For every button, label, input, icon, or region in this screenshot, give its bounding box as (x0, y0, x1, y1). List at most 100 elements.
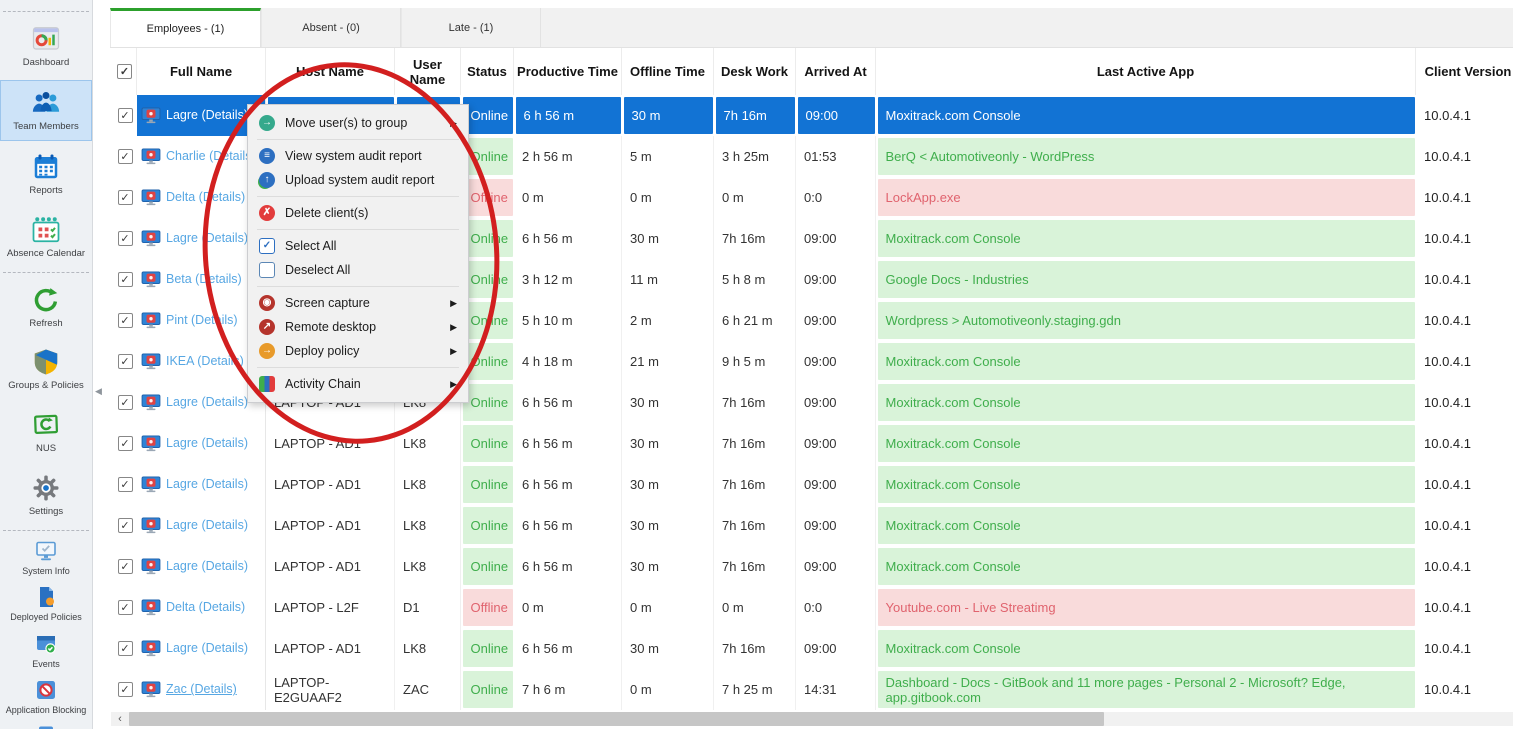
sidebar-item-absence-calendar[interactable]: Absence Calendar (0, 208, 92, 267)
employee-details-link[interactable]: Lagre (Details) (166, 518, 248, 532)
employee-details-link[interactable]: Delta (Details) (166, 190, 245, 204)
employee-details-link[interactable]: Lagre (Details) (166, 477, 248, 491)
column-header[interactable]: Full Name (137, 48, 266, 95)
column-header[interactable]: User Name (395, 48, 461, 95)
employee-details-link[interactable]: Beta (Details) (166, 272, 242, 286)
cell-desk-work: 7h 16m (714, 628, 796, 669)
row-checkbox[interactable]: ✓ (118, 190, 133, 205)
sidebar-item-system-info[interactable]: System Info (0, 536, 92, 580)
cell-client-version: 10.0.4.1 (1416, 300, 1520, 341)
table-row[interactable]: ✓Delta (Details)LAPTOP - L2FD1Offline0 m… (113, 587, 1520, 628)
cell-productive-time: 6 h 56 m (516, 97, 621, 134)
menu-item-deploy-policy[interactable]: →Deploy policy▶ (248, 339, 468, 363)
employee-details-link[interactable]: Lagre (Details) (166, 231, 248, 245)
cell-last-active-app: Moxitrack.com Console (878, 384, 1415, 421)
select-all-checkbox[interactable]: ✓ (117, 64, 132, 79)
menu-item-view-report[interactable]: ≡View system audit report (248, 144, 468, 168)
employee-details-link[interactable]: IKEA (Details) (166, 354, 244, 368)
cell-last-active-app: Moxitrack.com Console (878, 466, 1415, 503)
sidebar-item-nus[interactable]: NUS (0, 403, 92, 462)
employee-details-link[interactable]: Delta (Details) (166, 600, 245, 614)
menu-item-activity-chain[interactable]: Activity Chain▶ (248, 372, 468, 396)
cell-desk-work: 0 m (714, 587, 796, 628)
cell-last-active-app: BerQ < Automotiveonly - WordPress (878, 138, 1415, 175)
dashboard-icon (31, 24, 61, 54)
row-checkbox[interactable]: ✓ (118, 559, 133, 574)
row-checkbox[interactable]: ✓ (118, 149, 133, 164)
employee-details-link[interactable]: Lagre (Details) (166, 395, 248, 409)
sidebar-item-file-dlp[interactable]: File DLP (0, 721, 92, 729)
employee-details-link[interactable]: Zac (Details) (166, 682, 237, 696)
status-badge: Online (463, 97, 513, 134)
row-checkbox-cell: ✓ (113, 382, 137, 423)
menu-item-label: Move user(s) to group (285, 116, 407, 130)
employee-details-link[interactable]: Lagre (Details) (166, 559, 248, 573)
employee-details-link[interactable]: Charlie (Details) (166, 149, 256, 163)
row-checkbox[interactable]: ✓ (118, 231, 133, 246)
column-header[interactable]: Offline Time (622, 48, 714, 95)
scroll-left-button[interactable]: ‹ (111, 712, 129, 726)
menu-item-upload-report[interactable]: ↑Upload system audit report (248, 168, 468, 192)
sidebar-item-deployed-policies[interactable]: Deployed Policies (0, 582, 92, 626)
sidebar-item-settings[interactable]: Settings (0, 466, 92, 525)
row-checkbox[interactable]: ✓ (118, 354, 133, 369)
table-row[interactable]: ✓Lagre (Details)LAPTOP - AD1LK8Online6 h… (113, 546, 1520, 587)
table-row[interactable]: ✓Lagre (Details)LAPTOP - AD1LK8Online6 h… (113, 464, 1520, 505)
cell-productive-time: 6 h 56 m (514, 382, 622, 423)
scrollbar-thumb[interactable] (129, 712, 1104, 726)
cell-arrived-at: 09:00 (796, 341, 876, 382)
tab-employees[interactable]: Employees - (1) (110, 8, 261, 47)
employee-details-link[interactable]: Lagre (Details) (166, 641, 248, 655)
sidebar-item-dashboard[interactable]: Dashboard (0, 17, 92, 76)
horizontal-scrollbar[interactable]: ‹ (111, 712, 1513, 726)
sidebar-item-application-blocking[interactable]: Application Blocking (0, 675, 92, 719)
sidebar-item-team-members[interactable]: Team Members (0, 80, 92, 141)
row-checkbox[interactable]: ✓ (118, 518, 133, 533)
sidebar-item-reports[interactable]: Reports (0, 145, 92, 204)
table-row[interactable]: ✓Zac (Details)LAPTOP-E2GUAAF2ZACOnline7 … (113, 669, 1520, 710)
table-row[interactable]: ✓Lagre (Details)LAPTOP - AD1LK8Online6 h… (113, 505, 1520, 546)
cell-last-active-app: Moxitrack.com Console (878, 507, 1415, 544)
row-checkbox[interactable]: ✓ (118, 477, 133, 492)
menu-item-select-all[interactable]: ✓Select All (248, 234, 468, 258)
column-header[interactable]: Arrived At (796, 48, 876, 95)
menu-item-move-user[interactable]: →Move user(s) to group▶ (248, 111, 468, 135)
row-checkbox[interactable]: ✓ (118, 108, 133, 123)
column-header[interactable]: Status (461, 48, 514, 95)
row-checkbox[interactable]: ✓ (118, 272, 133, 287)
move-user-icon: → (259, 115, 275, 131)
column-header[interactable]: Desk Work (714, 48, 796, 95)
row-checkbox[interactable]: ✓ (118, 436, 133, 451)
menu-item-delete-client[interactable]: ✗Delete client(s) (248, 201, 468, 225)
sidebar-collapse-icon[interactable]: ◀ (95, 386, 102, 397)
employee-details-link[interactable]: Lagre (Details) (166, 436, 248, 450)
cell-last-active-app: Moxitrack.com Console (878, 425, 1415, 462)
row-checkbox[interactable]: ✓ (118, 313, 133, 328)
sidebar-item-refresh[interactable]: Refresh (0, 278, 92, 337)
row-checkbox[interactable]: ✓ (118, 682, 133, 697)
employee-details-link[interactable]: Lagre (Details) (166, 108, 248, 122)
column-header[interactable]: Last Active App (876, 48, 1416, 95)
tab-absent[interactable]: Absent - (0) (261, 8, 401, 47)
menu-item-screen-capture[interactable]: ◉Screen capture▶ (248, 291, 468, 315)
nus-icon (31, 410, 61, 440)
employee-details-link[interactable]: Pint (Details) (166, 313, 238, 327)
menu-item-deselect-all[interactable]: Deselect All (248, 258, 468, 282)
column-header[interactable]: Host Name (266, 48, 395, 95)
row-checkbox[interactable]: ✓ (118, 600, 133, 615)
column-header[interactable]: Productive Time (514, 48, 622, 95)
monitor-icon (141, 517, 161, 534)
sidebar-item-groups-policies[interactable]: Groups & Policies (0, 340, 92, 399)
menu-separator (257, 196, 459, 197)
status-badge: Online (463, 548, 513, 585)
menu-item-remote-desktop[interactable]: ↗Remote desktop▶ (248, 315, 468, 339)
tab-late[interactable]: Late - (1) (401, 8, 541, 47)
row-checkbox[interactable]: ✓ (118, 641, 133, 656)
column-header[interactable]: Client Version (1416, 48, 1520, 95)
table-row[interactable]: ✓Lagre (Details)LAPTOP - AD1LK8Online6 h… (113, 628, 1520, 669)
cell-offline-time: 30 m (622, 505, 714, 546)
sidebar-item-events[interactable]: Events (0, 629, 92, 673)
menu-item-label: Deselect All (285, 263, 350, 277)
table-row[interactable]: ✓Lagre (Details)LAPTOP - AD1LK8Online6 h… (113, 423, 1520, 464)
row-checkbox[interactable]: ✓ (118, 395, 133, 410)
